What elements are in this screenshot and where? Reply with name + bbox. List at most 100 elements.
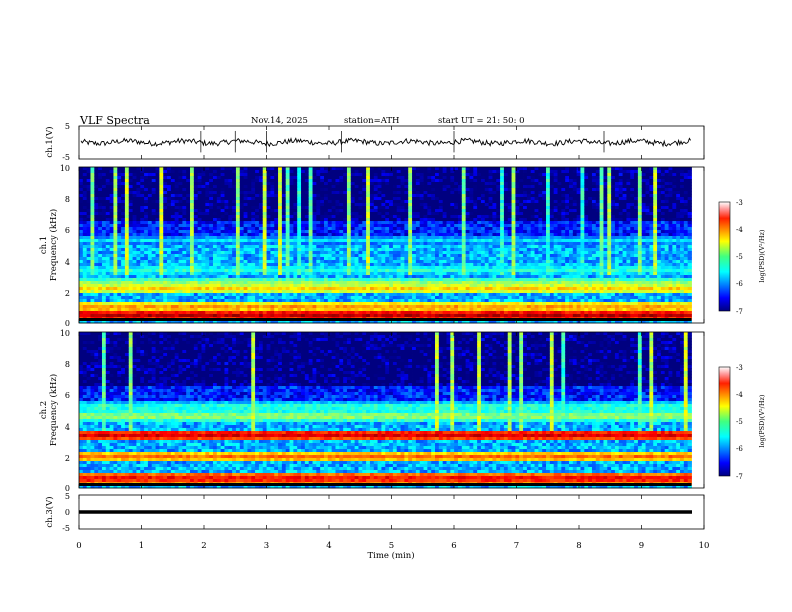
ch1-spec-cell [167,209,172,213]
ch1-spec-cell [251,203,256,207]
ch1-spec-cell [389,197,394,201]
ch1-spec-cell [415,320,421,324]
ch1-spec-cell [438,179,444,183]
ch1-spec-cell [170,218,176,222]
ch1-spec-cell [400,266,405,270]
ch1-spec-cell [197,221,202,225]
ch1-spec-cell [320,167,325,171]
ch1-spec-cell [270,257,275,261]
ch1-spec-cell [431,272,436,276]
ch1-spec-cell [132,287,137,291]
ch1-spec-cell [167,248,172,252]
ch1-spec-cell [438,320,444,324]
ch1-spec-cell [128,263,133,267]
ch1-spec-cell [79,320,84,324]
ch1-spec-cell [228,227,233,231]
ch1-spec-cell [193,179,199,183]
ch1-spec-cell [346,260,352,264]
ch1-spec-cell [193,308,199,312]
ch1-spec-cell [396,251,401,255]
ch1-spec-cell [377,257,382,261]
ch1-spec-cell [400,236,405,240]
ch1-spec-cell [251,251,256,255]
ch1-spec-cell [297,251,302,255]
ch1-spec-cell [170,182,176,186]
ch1-spec-cell [251,287,256,291]
ch1-spec-cell [140,230,145,234]
ch1-spec-cell [385,173,390,177]
ch1-spec-cell [121,194,126,198]
ch1-spec-cell [358,269,363,273]
ch1-spec-cell [128,239,133,243]
ch1-spec-cell [358,239,363,243]
ch1-spec-cell [377,194,382,198]
ch1-spec-cell [140,242,145,246]
ch1-spec-cell [155,203,160,207]
ch1-spec-cell [358,185,363,189]
ch1-spec-cell [362,179,367,183]
ch1-spec-cell [442,242,447,246]
ch1-spec-cell [190,167,195,171]
ch1-spec-cell [235,170,241,174]
ch1-spec-cell [258,230,264,234]
ch1-spec-cell [232,194,237,198]
ch1-spec-cell [412,230,417,234]
ch1-spec-cell [431,248,436,252]
ch1-spec-cell [316,236,321,240]
ch1-spec-cell [167,182,172,186]
ch1-spec-cell [419,209,424,213]
ch1-spec-cell [408,299,413,303]
ch1-waveform-panel: 5 -5 ch.1(V) [44,122,705,162]
ch1-spec-cell [320,290,325,294]
ch1-spec-cell [327,185,333,189]
ch1-spec-cell [377,197,382,201]
ch1-spec-cell [220,269,225,273]
ch1-spec-cell [289,218,294,222]
ch1-spec-cell [331,221,336,225]
ch1-spec-cell [105,224,111,228]
ch1-spec-cell [377,242,382,246]
ch1-spec-cell [442,185,447,189]
ch1-spec-cell [431,170,436,174]
ch1-spec-cell [373,206,378,210]
ch1-spec-cell [109,302,114,306]
ch1-spec-cell [247,278,252,282]
ch1-spec-cell [101,311,107,315]
ch1-spec-cell [438,206,444,210]
ch1-spec-cell [140,203,145,207]
ch1-spec-cell [101,239,107,243]
ch1-spec-cell [163,170,168,174]
ch1-spec-cell [362,260,367,264]
ch1-spec-cell [304,290,310,294]
ch1-spec-cell [105,179,111,183]
ch1-spec-cell [335,275,340,279]
ch1-spec-cell [136,242,141,246]
ch1-spec-cell [144,278,149,282]
ch1-spec-cell [90,275,95,279]
ch1-spec-cell [350,311,356,315]
ch1-spec-cell [144,308,149,312]
ch1-spec-cell [186,203,191,207]
ch1-spec-cell [151,248,156,252]
ch1-spec-cell [255,176,260,180]
ch1-spec-cell [79,230,84,234]
ch1-spec-cell [109,182,114,186]
ch1-spec-cell [151,191,156,195]
ch1-spec-cell [266,254,271,258]
ch1-spec-cell [316,173,321,177]
ch1-spec-cell [90,176,95,180]
ch1-spec-cell [82,293,88,297]
ch1-spec-cell [94,263,99,267]
ch1-spec-cell [331,263,336,267]
ch1-spec-cell [82,230,88,234]
ch1-spec-cell [431,239,436,243]
ch1-spec-cell [438,272,444,276]
ch1-spec-cell [297,278,302,282]
ch1-spec-cell [224,197,229,201]
ch1-spec-cell [285,263,290,267]
ch1-spec-cell [262,275,267,279]
ch1-spec-cell [297,275,302,279]
ch1-spec-cell [312,233,317,237]
ch1-spec-cell [270,272,275,276]
ch1-spec-cell [224,230,229,234]
